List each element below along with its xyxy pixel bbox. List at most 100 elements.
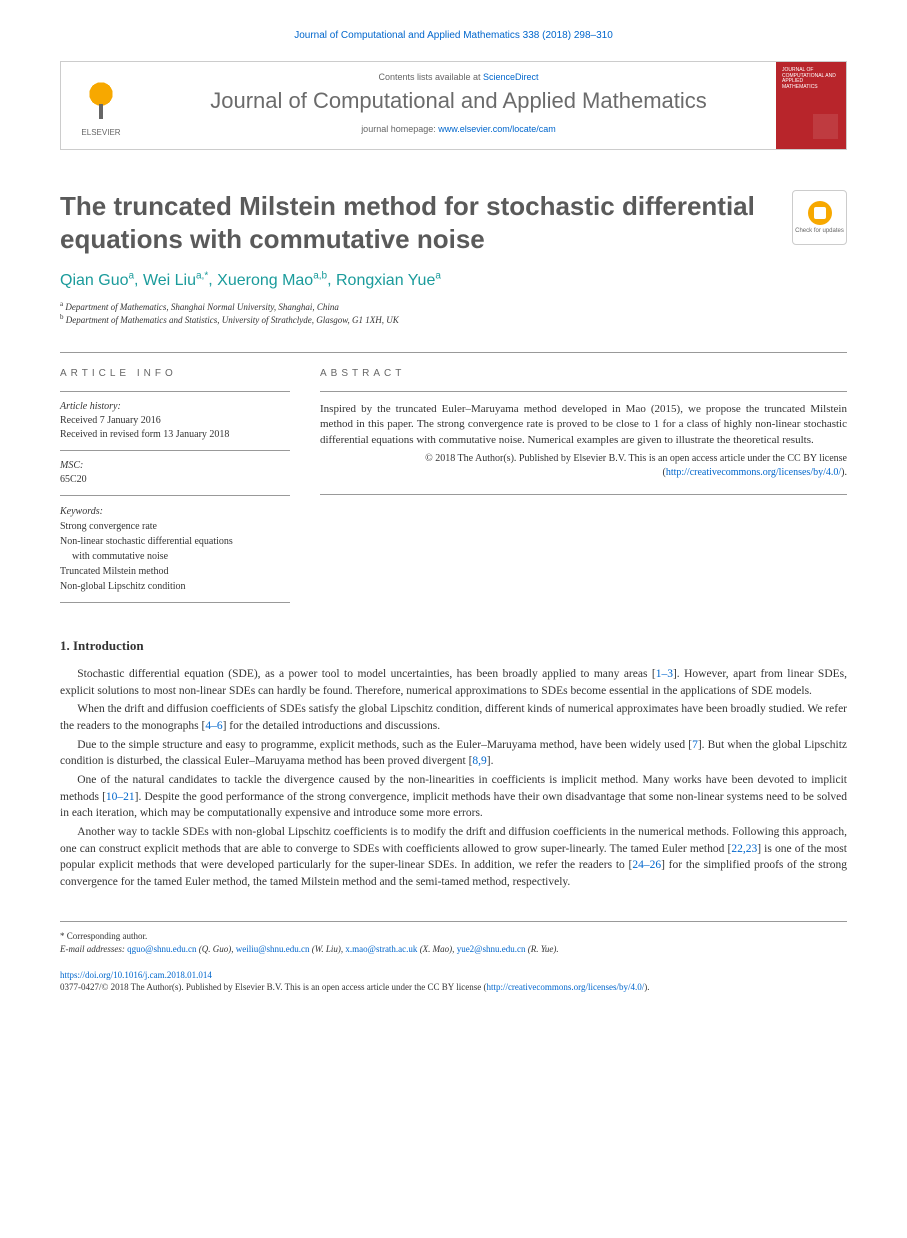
author-aff: a [435, 270, 441, 281]
article-history: Article history: Received 7 January 2016… [60, 391, 290, 450]
abstract-column: ABSTRACT Inspired by the truncated Euler… [320, 368, 847, 603]
article-info-heading: ARTICLE INFO [60, 368, 290, 379]
paragraph-1: Stochastic differential equation (SDE), … [60, 666, 847, 699]
keyword-item: Non-linear stochastic differential equat… [60, 534, 290, 549]
aff-text: Department of Mathematics and Statistics… [66, 315, 399, 325]
paragraph-3: Due to the simple structure and easy to … [60, 737, 847, 770]
email-link[interactable]: qguo@shnu.edu.cn [127, 944, 196, 954]
article-title: The truncated Milstein method for stocha… [60, 190, 772, 255]
aff-sup: b [60, 313, 64, 321]
author-3: Xuerong Maoa,b [217, 272, 327, 289]
author-2: Wei Liua,* [143, 272, 208, 289]
author-name: Rongxian Yue [336, 272, 435, 289]
issn-text: 0377-0427/© 2018 The Author(s). Publishe… [60, 982, 486, 992]
para-text: Stochastic differential equation (SDE), … [77, 668, 655, 680]
author-name: Xuerong Mao [217, 272, 313, 289]
contents-text: Contents lists available at ScienceDirec… [151, 72, 766, 82]
cover-title: JOURNAL OF COMPUTATIONAL AND APPLIED MAT… [782, 68, 840, 90]
ref-link[interactable]: 24–26 [632, 859, 661, 871]
para-text: ]. [487, 755, 494, 767]
journal-header-box: ELSEVIER Contents lists available at Sci… [60, 61, 847, 150]
keyword-item: Strong convergence rate [60, 519, 290, 534]
section-1-title: 1. Introduction [60, 638, 847, 654]
crossmark-icon [808, 201, 832, 225]
keywords-block: Keywords: Strong convergence rate Non-li… [60, 495, 290, 603]
affiliation-b: b Department of Mathematics and Statisti… [60, 313, 847, 327]
cc-license-link-footer[interactable]: http://creativecommons.org/licenses/by/4… [486, 982, 644, 992]
para-text: ] for the detailed introductions and dis… [223, 720, 441, 732]
homepage-label: journal homepage: [361, 124, 438, 134]
para-text: When the drift and diffusion coefficient… [60, 703, 847, 732]
emails-line: E-mail addresses: qguo@shnu.edu.cn (Q. G… [60, 943, 847, 957]
sciencedirect-link[interactable]: ScienceDirect [483, 72, 539, 82]
journal-homepage: journal homepage: www.elsevier.com/locat… [151, 124, 766, 134]
para-text: Due to the simple structure and easy to … [77, 739, 692, 751]
received-date: Received 7 January 2016 [60, 414, 290, 428]
author-aff: a [128, 270, 134, 281]
affiliation-a: a Department of Mathematics, Shanghai No… [60, 300, 847, 314]
author-4: Rongxian Yuea [336, 272, 441, 289]
abstract-text: Inspired by the truncated Euler–Maruyama… [320, 402, 847, 448]
journal-center: Contents lists available at ScienceDirec… [141, 62, 776, 149]
history-label: Article history: [60, 400, 290, 414]
email-link[interactable]: yue2@shnu.edu.cn [457, 944, 526, 954]
authors-line: Qian Guoa, Wei Liua,*, Xuerong Maoa,b, R… [60, 270, 847, 289]
ref-link[interactable]: 10–21 [106, 791, 135, 803]
citation-link[interactable]: Journal of Computational and Applied Mat… [294, 30, 613, 41]
title-row: The truncated Milstein method for stocha… [60, 190, 847, 255]
abstract-copyright: © 2018 The Author(s). Published by Elsev… [320, 452, 847, 480]
ref-link[interactable]: 4–6 [205, 720, 222, 732]
msc-label: MSC: [60, 459, 290, 473]
doi-block: https://doi.org/10.1016/j.cam.2018.01.01… [60, 969, 847, 994]
article-info-column: ARTICLE INFO Article history: Received 7… [60, 368, 290, 603]
doi-link[interactable]: https://doi.org/10.1016/j.cam.2018.01.01… [60, 970, 212, 980]
ref-link[interactable]: 1–3 [656, 668, 673, 680]
introduction-body: Stochastic differential equation (SDE), … [60, 666, 847, 891]
msc-block: MSC: 65C20 [60, 450, 290, 495]
aff-sup: a [60, 300, 63, 308]
header-citation: Journal of Computational and Applied Mat… [60, 30, 847, 41]
aff-text: Department of Mathematics, Shanghai Norm… [65, 302, 339, 312]
cc-license-link[interactable]: http://creativecommons.org/licenses/by/4… [666, 467, 841, 478]
contents-label: Contents lists available at [378, 72, 483, 82]
keyword-item: Non-global Lipschitz condition [60, 579, 290, 594]
corresponding-star: * [204, 270, 208, 281]
author-name: Wei Liu [143, 272, 196, 289]
elsevier-label: ELSEVIER [81, 128, 120, 137]
corresponding-author: * Corresponding author. [60, 930, 847, 944]
received-revised-date: Received in revised form 13 January 2018 [60, 428, 290, 442]
cover-decoration-icon [813, 114, 838, 139]
email-who: (Q. Guo), [196, 944, 235, 954]
email-label: E-mail addresses: [60, 944, 127, 954]
email-who: (R. Yue). [525, 944, 558, 954]
keywords-label: Keywords: [60, 504, 290, 519]
paragraph-4: One of the natural candidates to tackle … [60, 772, 847, 822]
copyright-end: ). [841, 467, 847, 478]
check-updates-label: Check for updates [795, 228, 844, 234]
email-link[interactable]: x.mao@strath.ac.uk [345, 944, 417, 954]
elsevier-tree-icon [76, 74, 126, 124]
ref-link[interactable]: 8,9 [472, 755, 486, 767]
email-link[interactable]: weiliu@shnu.edu.cn [236, 944, 310, 954]
para-text: Another way to tackle SDEs with non-glob… [60, 826, 847, 855]
para-text: ]. Despite the good performance of the s… [60, 791, 847, 820]
elsevier-logo: ELSEVIER [61, 62, 141, 149]
footer: * Corresponding author. E-mail addresses… [60, 921, 847, 994]
paragraph-2: When the drift and diffusion coefficient… [60, 701, 847, 734]
ref-link[interactable]: 22,23 [731, 843, 757, 855]
author-1: Qian Guoa [60, 272, 134, 289]
journal-cover-thumbnail: JOURNAL OF COMPUTATIONAL AND APPLIED MAT… [776, 62, 846, 149]
keyword-item-cont: with commutative noise [60, 549, 290, 564]
email-who: (X. Mao), [417, 944, 456, 954]
paragraph-5: Another way to tackle SDEs with non-glob… [60, 824, 847, 891]
abstract-heading: ABSTRACT [320, 368, 847, 379]
msc-value: 65C20 [60, 473, 290, 487]
keyword-item: Truncated Milstein method [60, 564, 290, 579]
email-who: (W. Liu), [309, 944, 345, 954]
abstract-body: Inspired by the truncated Euler–Maruyama… [320, 391, 847, 495]
check-updates-badge[interactable]: Check for updates [792, 190, 847, 245]
author-name: Qian Guo [60, 272, 128, 289]
info-abstract-row: ARTICLE INFO Article history: Received 7… [60, 352, 847, 603]
homepage-link[interactable]: www.elsevier.com/locate/cam [438, 124, 556, 134]
author-aff: a,b [313, 270, 327, 281]
